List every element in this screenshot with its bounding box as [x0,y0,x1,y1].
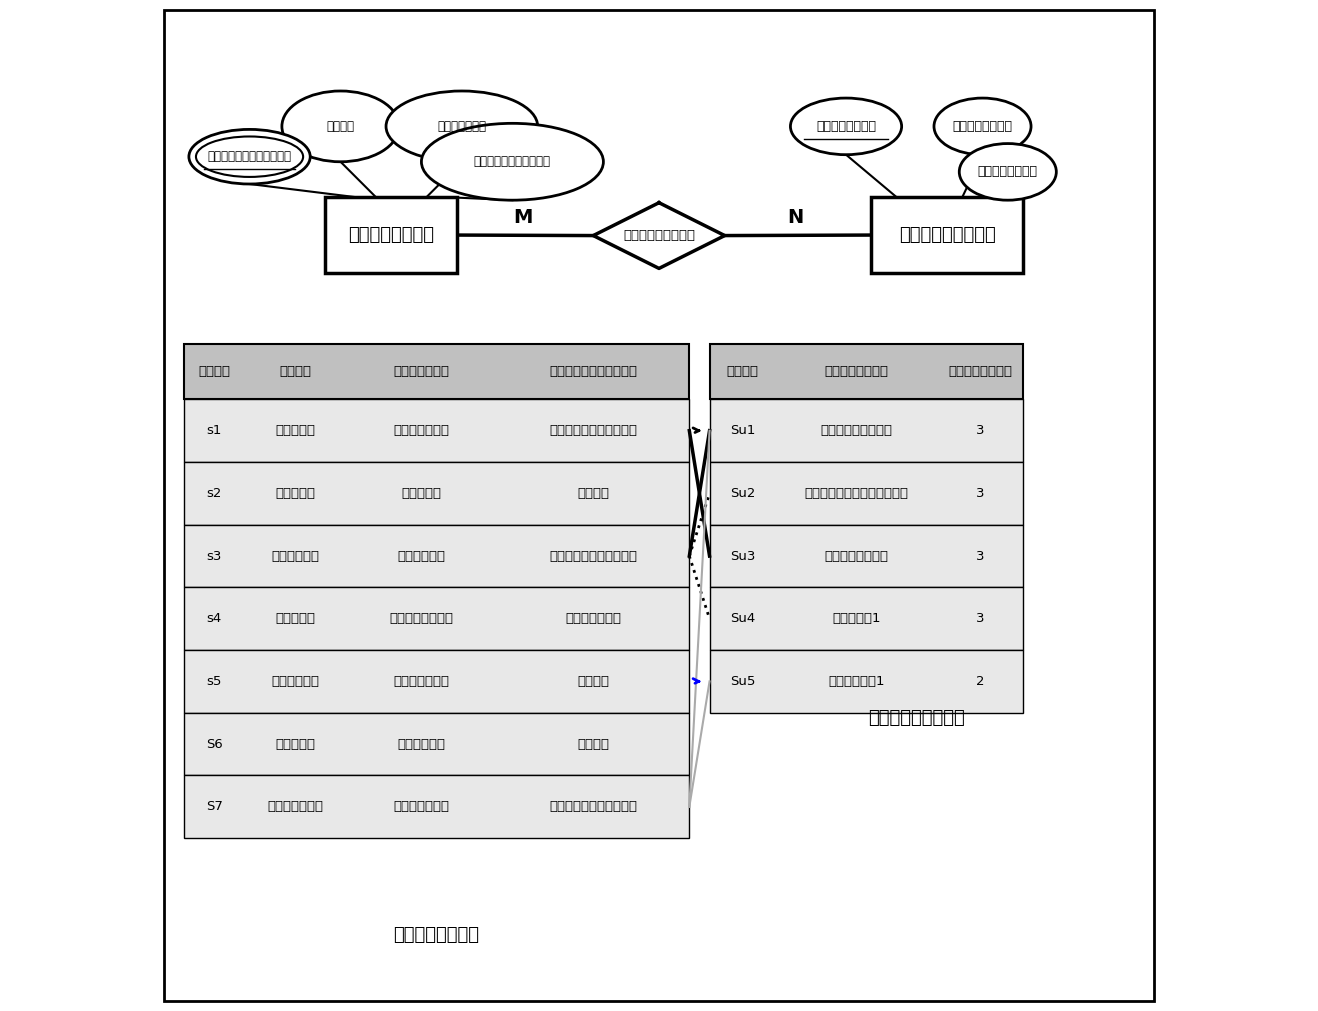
FancyBboxPatch shape [183,775,689,838]
Text: ชื่อ: ชื่อ [327,120,355,132]
FancyBboxPatch shape [183,399,689,462]
Text: ชื่อวิชา: ชื่อวิชา [953,120,1012,132]
Text: สัตวบาล: สัตวบาล [565,613,621,625]
Text: วิชาเรียน: วิชาเรียน [899,226,995,244]
FancyBboxPatch shape [183,344,689,399]
Text: นามสกุล: นามสกุล [393,365,449,378]
Text: 2: 2 [975,675,985,687]
Text: โปรแกรมวดชา: โปรแกรมวดชา [474,156,551,168]
Text: s4: s4 [207,613,221,625]
Text: รหัส: รหัส [726,365,758,378]
Text: Su4: Su4 [730,613,755,625]
Text: คอมพิวเตอร์: คอมพิวเตอร์ [550,801,638,813]
Ellipse shape [196,136,303,177]
Text: วิชาเรียน: วิชาเรียน [869,709,965,727]
FancyBboxPatch shape [183,525,689,587]
FancyBboxPatch shape [709,462,1023,525]
Text: บัญชี1: บัญชี1 [832,613,880,625]
Text: หน่วยกิต: หน่วยกิต [978,166,1037,178]
Text: s5: s5 [207,675,221,687]
Text: ช่วงโชติ: ช่วงโชติ [389,613,453,625]
Text: อังกฤล1: อังกฤล1 [828,675,884,687]
Text: M: M [513,208,532,226]
Text: ลงทะเบียน: ลงทะเบียน [623,229,695,242]
Ellipse shape [386,91,538,162]
Ellipse shape [791,98,902,155]
Text: ชาติชาย: ชาติชาย [268,801,323,813]
Ellipse shape [960,144,1056,200]
Text: รหัสวิชา: รหัสวิชา [816,120,876,132]
Text: ชื่อ: ชื่อ [279,365,311,378]
FancyBboxPatch shape [709,525,1023,587]
Text: สื่อสารข้อมูล: สื่อสารข้อมูล [804,487,908,499]
Text: 3: 3 [975,425,985,437]
Text: แคลคูลัส: แคลคูลัส [824,550,888,562]
FancyBboxPatch shape [183,650,689,713]
Text: โยธา: โยธา [577,738,609,750]
FancyBboxPatch shape [163,10,1155,1001]
Text: นักศึกษา: นักศึกษา [394,926,480,944]
Text: Su3: Su3 [730,550,755,562]
Text: รหัสนักศึกษา: รหัสนักศึกษา [207,151,291,163]
Text: S7: S7 [206,801,223,813]
Text: สถาพร: สถาพร [275,613,315,625]
Text: แก้วมณี: แก้วมณี [393,675,449,687]
FancyBboxPatch shape [326,197,457,273]
Text: คอมพิวเตอร์: คอมพิวเตอร์ [550,425,638,437]
Text: 3: 3 [975,550,985,562]
Text: รักชีพ: รักชีพ [398,550,445,562]
Text: คอมพิวเตอร์: คอมพิวเตอร์ [550,550,638,562]
FancyBboxPatch shape [174,324,679,950]
Text: 3: 3 [975,613,985,625]
FancyBboxPatch shape [700,329,1033,728]
FancyBboxPatch shape [183,587,689,650]
Text: s2: s2 [207,487,221,499]
Text: โปรแกรมวิชา: โปรแกรมวิชา [550,365,638,378]
Text: ลินดา: ลินดา [275,738,315,750]
Text: จริงใจ: จริงใจ [272,550,319,562]
Text: S6: S6 [206,738,223,750]
Text: รหัส: รหัส [198,365,231,378]
FancyBboxPatch shape [709,399,1023,462]
Text: Su2: Su2 [730,487,755,499]
Text: โยธา: โยธา [577,675,609,687]
Text: โยธา: โยธา [577,487,609,499]
Text: จิราพร: จิราพร [272,675,319,687]
Text: นักศึกษา: นักศึกษา [348,226,434,244]
FancyBboxPatch shape [871,197,1023,273]
FancyBboxPatch shape [709,344,1023,399]
Text: ปานพุ่ม: ปานพุ่ม [393,801,449,813]
Text: s3: s3 [207,550,221,562]
Text: s1: s1 [207,425,221,437]
Text: Su5: Su5 [730,675,755,687]
Ellipse shape [188,129,310,184]
FancyBboxPatch shape [183,713,689,775]
Ellipse shape [934,98,1031,155]
Text: สขสันต์: สขสันต์ [393,425,449,437]
Text: ชื่อวิชา: ชื่อวิชา [824,365,888,378]
Text: รักดี: รักดี [402,487,442,499]
Polygon shape [593,202,725,268]
Text: วนิดา: วนิดา [275,425,315,437]
Text: หน่วยกิต: หน่วยกิต [948,365,1012,378]
Text: ใจอ่อน: ใจอ่อน [398,738,445,750]
Text: นามสกุล: นามสกุล [438,120,486,132]
Text: สมชาย: สมชาย [275,487,315,499]
Text: N: N [787,208,804,226]
Ellipse shape [282,91,399,162]
Text: 3: 3 [975,487,985,499]
FancyBboxPatch shape [709,587,1023,650]
Ellipse shape [422,123,604,200]
FancyBboxPatch shape [709,650,1023,713]
Text: ฐานข้อมูล: ฐานข้อมูล [820,425,892,437]
Text: Su1: Su1 [730,425,755,437]
FancyBboxPatch shape [183,462,689,525]
